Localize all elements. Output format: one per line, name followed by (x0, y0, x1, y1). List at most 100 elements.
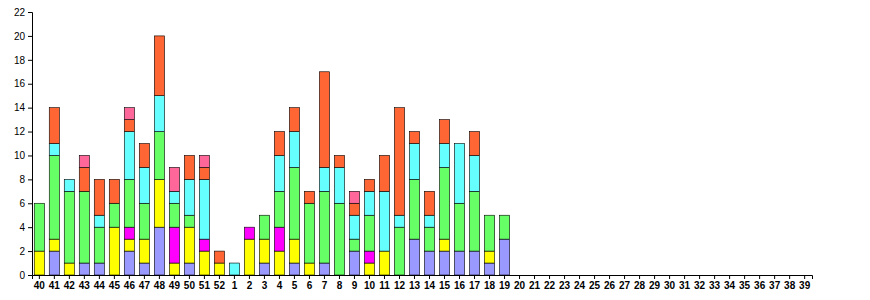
bar-segment (484, 215, 494, 216)
bar-segment (454, 143, 464, 144)
bar-segment (439, 119, 449, 120)
x-tick-label: 18 (484, 280, 496, 291)
bar-segment (169, 227, 179, 263)
x-tick-label: 19 (499, 280, 511, 291)
x-tick-label: 11 (379, 280, 390, 291)
bar-segment (409, 179, 419, 239)
x-tick: 6 (307, 275, 313, 291)
bar-segment (544, 275, 554, 276)
x-tick-mark (69, 275, 70, 279)
bar-segment (439, 251, 449, 275)
bar-segment (770, 275, 780, 276)
bar-segment (469, 155, 479, 191)
x-tick-label: 15 (439, 280, 451, 291)
y-tick: 14 (14, 102, 32, 113)
bar-segment (634, 275, 644, 276)
bar-segment (424, 227, 434, 251)
bar-segment (544, 275, 554, 276)
x-axis: 4041424344454647484950515212345678910111… (33, 275, 813, 291)
bar-segment (49, 107, 59, 108)
x-tick: 27 (619, 275, 631, 291)
x-tick-label: 8 (337, 280, 343, 291)
bar-segment (139, 167, 149, 203)
y-tick-mark (28, 203, 32, 204)
bar-segment (619, 275, 629, 276)
bar-segment (695, 275, 705, 276)
bar-segment (124, 120, 134, 132)
bar-segment (529, 275, 539, 276)
bar-segment (244, 227, 254, 228)
y-tick: 12 (14, 126, 32, 137)
bar-segment (289, 167, 299, 239)
bar-segment (304, 191, 314, 192)
bar-segment (394, 107, 404, 108)
y-tick: 22 (14, 7, 32, 18)
bar-segment (604, 275, 614, 276)
bar-segment (469, 131, 479, 132)
y-tick-label: 8 (19, 174, 25, 185)
bar-segment (199, 155, 209, 167)
bar-segment (695, 275, 705, 276)
bar-segment (499, 215, 509, 216)
x-tick-mark (339, 275, 340, 279)
x-tick: 46 (124, 275, 136, 291)
x-tick: 1 (232, 275, 238, 291)
bar-segment (394, 227, 404, 275)
x-tick-label: 47 (139, 280, 151, 291)
bar-segment (214, 251, 224, 263)
x-tick-mark (294, 275, 295, 279)
bar-segment (649, 275, 659, 276)
bar-segment (710, 275, 720, 276)
bar-segment (484, 215, 494, 216)
bar-segment (169, 203, 179, 227)
bar-segment (785, 275, 795, 276)
bar-segment (109, 179, 119, 180)
x-tick: 13 (409, 275, 421, 291)
bar-segment (514, 275, 524, 276)
bar-segment (64, 179, 74, 180)
x-tick-mark (519, 275, 520, 279)
bar-segment (139, 203, 149, 239)
bar-segment (154, 35, 164, 36)
x-tick-label: 13 (409, 280, 421, 291)
bar-segment (199, 167, 209, 179)
x-tick-label: 3 (262, 280, 268, 291)
x-tick-mark (414, 275, 415, 279)
bar-segment (259, 263, 269, 275)
bar-segment (64, 263, 74, 275)
bar-segment (154, 96, 164, 132)
x-tick: 19 (499, 275, 511, 291)
x-tick-label: 36 (754, 280, 766, 291)
bar-segment (800, 275, 810, 276)
x-tick: 43 (79, 275, 91, 291)
bar-segment (274, 155, 284, 191)
bar-segment (725, 275, 735, 276)
y-tick-mark (28, 84, 32, 85)
bar-segment (529, 275, 539, 276)
x-tick-mark (594, 275, 595, 279)
bar-segment (439, 144, 449, 168)
y-tick-mark (28, 275, 32, 276)
bar-segment (244, 227, 254, 228)
bar-segment (184, 227, 194, 263)
bar-segment (154, 36, 164, 96)
bar-segment (94, 263, 104, 275)
bar-segment (184, 179, 194, 215)
y-tick: 6 (19, 198, 32, 209)
x-tick-mark (384, 275, 385, 279)
bar-segment (619, 275, 629, 276)
bar-segment (740, 275, 750, 276)
bar-segment (349, 215, 359, 239)
x-tick-mark (474, 275, 475, 279)
x-tick-mark (249, 275, 250, 279)
plot: 0246810121416182022404142434445464748495… (14, 7, 813, 291)
bar-segment (484, 251, 494, 263)
bar-segment (529, 275, 539, 276)
x-tick: 15 (439, 275, 451, 291)
bar-segment (499, 239, 509, 275)
x-tick-label: 50 (184, 280, 196, 291)
x-tick: 12 (394, 275, 406, 291)
bar-segment (124, 132, 134, 180)
bar-segment (544, 275, 554, 276)
bar-segment (289, 263, 299, 275)
